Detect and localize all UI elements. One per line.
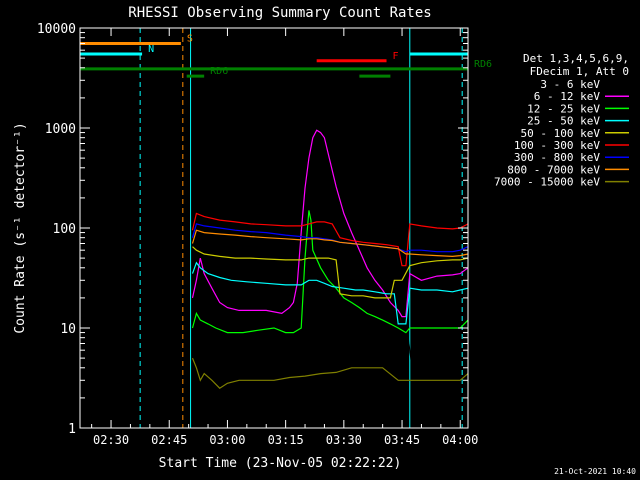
y-tick-label-4: 10000 <box>37 22 76 37</box>
state-bar-label-1: N <box>148 44 154 55</box>
y-tick-label-0: 1 <box>68 422 76 437</box>
x-tick-label-0: 02:30 <box>93 433 129 447</box>
state-bar-label-3: RD6 <box>474 59 492 70</box>
y-tick-label-1: 10 <box>60 322 76 337</box>
legend-label-0: 3 - 6 keV <box>540 78 600 91</box>
legend-label-8: 7000 - 15000 keV <box>494 176 600 189</box>
legend-label-7: 800 - 7000 keV <box>507 163 600 176</box>
state-bar-label-0: S <box>187 33 193 44</box>
series-line-2 <box>191 210 469 334</box>
x-tick-label-4: 03:30 <box>326 433 362 447</box>
x-tick-label-2: 03:00 <box>209 433 245 447</box>
axes: 02:30 02:45 03:00 03:15 03:30 03:45 04:00 1 10 10… <box>37 22 478 447</box>
x-tick-label-6: 04:00 <box>442 433 478 447</box>
legend-header-1: FDecim 1, Att 0 <box>530 65 629 78</box>
legend-label-1: 6 - 12 keV <box>534 90 601 103</box>
x-tick-label-5: 03:45 <box>384 433 420 447</box>
x-tick-label-1: 02:45 <box>151 433 187 447</box>
x-axis-label: Start Time (23-Nov-05 02:22:22) <box>159 456 402 471</box>
plot-area: S N F RD6 RD6 <box>79 28 492 428</box>
legend-label-6: 300 - 800 keV <box>514 151 600 164</box>
legend: Det 1,3,4,5,6,9,FDecim 1, Att 03 - 6 keV… <box>494 52 629 189</box>
y-tick-label-3: 1000 <box>45 122 76 137</box>
state-bar-label-4: RD6 <box>210 66 228 77</box>
series-line-7 <box>191 229 469 258</box>
series-line-4 <box>192 246 469 299</box>
legend-label-2: 12 - 25 keV <box>527 102 600 115</box>
y-tick-label-2: 100 <box>53 222 76 237</box>
legend-header-0: Det 1,3,4,5,6,9, <box>523 52 629 65</box>
series-line-5 <box>191 212 469 267</box>
x-tick-label-3: 03:15 <box>268 433 304 447</box>
legend-label-4: 50 - 100 keV <box>521 127 601 140</box>
series-line-8 <box>191 357 469 389</box>
chart-title: RHESSI Observing Summary Count Rates <box>128 5 431 21</box>
legend-label-5: 100 - 300 keV <box>514 139 600 152</box>
series-line-3 <box>191 261 469 325</box>
state-bar-label-2: F <box>393 51 399 62</box>
y-axis-label: Count Rate (s⁻¹ detector⁻¹) <box>13 122 28 333</box>
legend-label-3: 25 - 50 keV <box>527 115 600 128</box>
timestamp: 21-Oct-2021 10:40 <box>554 467 636 476</box>
series-line-1 <box>191 129 469 318</box>
